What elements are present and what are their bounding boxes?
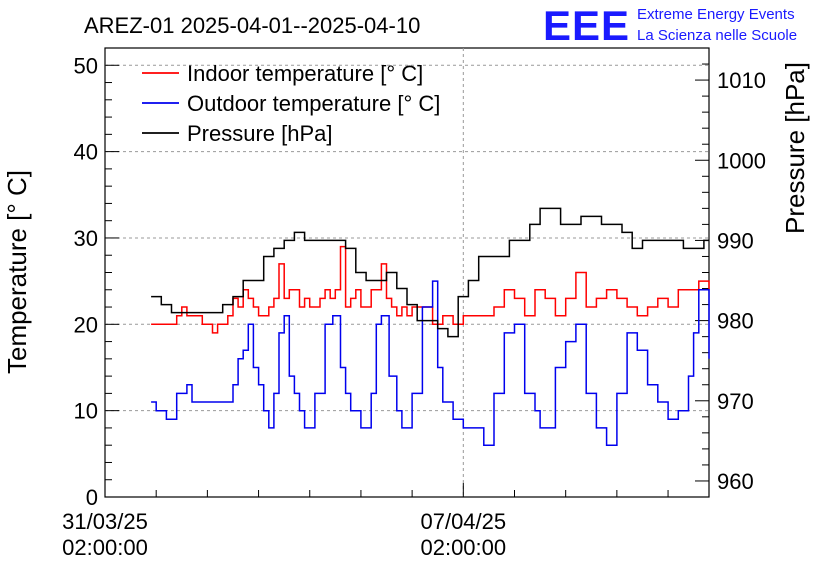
y-tick-label: 10 [74,399,98,424]
y-tick-label: 40 [74,140,98,165]
y2-tick-label: 1000 [717,148,766,173]
y-tick-label: 50 [74,53,98,78]
y2-tick-label: 970 [717,389,754,414]
tick-labels: 010203040509609709809901000101031/03/250… [62,53,766,560]
y2-tick-label: 980 [717,309,754,334]
x-tick-label-time: 02:00:00 [420,535,506,560]
chart-title: AREZ-01 2025-04-01--2025-04-10 [84,13,420,38]
legend-label-3: Pressure [hPa] [187,121,333,146]
legend-label-1: Indoor temperature [° C] [187,61,423,86]
tick-marks [104,47,709,498]
y-tick-label: 30 [74,226,98,251]
legend: Indoor temperature [° C] Outdoor temperat… [142,61,440,146]
series-line-3 [151,207,709,338]
logo-line-1: Extreme Energy Events [637,6,795,23]
y-axis-label-left: Temperature [° C] [2,170,32,374]
legend-label-2: Outdoor temperature [° C] [187,91,440,116]
y2-tick-label: 1010 [717,68,766,93]
logo-line-2: La Scienza nelle Scuole [637,27,797,44]
logo-mark: EEE [543,2,630,49]
y2-tick-label: 960 [717,469,754,494]
x-tick-label-time: 02:00:00 [62,535,148,560]
y-axis-label-right: Pressure [hPa] [780,62,810,234]
y2-tick-label: 990 [717,228,754,253]
series-line-1 [151,245,710,334]
y-tick-label: 0 [86,485,98,510]
x-tick-label-date: 31/03/25 [62,509,148,534]
y-tick-label: 20 [74,312,98,337]
series-line-2 [151,280,710,446]
logo: EEE Extreme Energy Events La Scienza nel… [543,2,797,49]
series-layer [151,207,710,446]
x-tick-label-date: 07/04/25 [420,509,506,534]
